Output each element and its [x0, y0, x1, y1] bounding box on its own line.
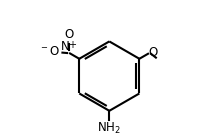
- Text: NH$_2$: NH$_2$: [97, 121, 121, 136]
- Text: $^-$O: $^-$O: [39, 46, 60, 59]
- Text: N: N: [61, 40, 70, 53]
- Text: +: +: [68, 40, 76, 51]
- Text: O: O: [65, 28, 74, 41]
- Text: O: O: [149, 46, 158, 59]
